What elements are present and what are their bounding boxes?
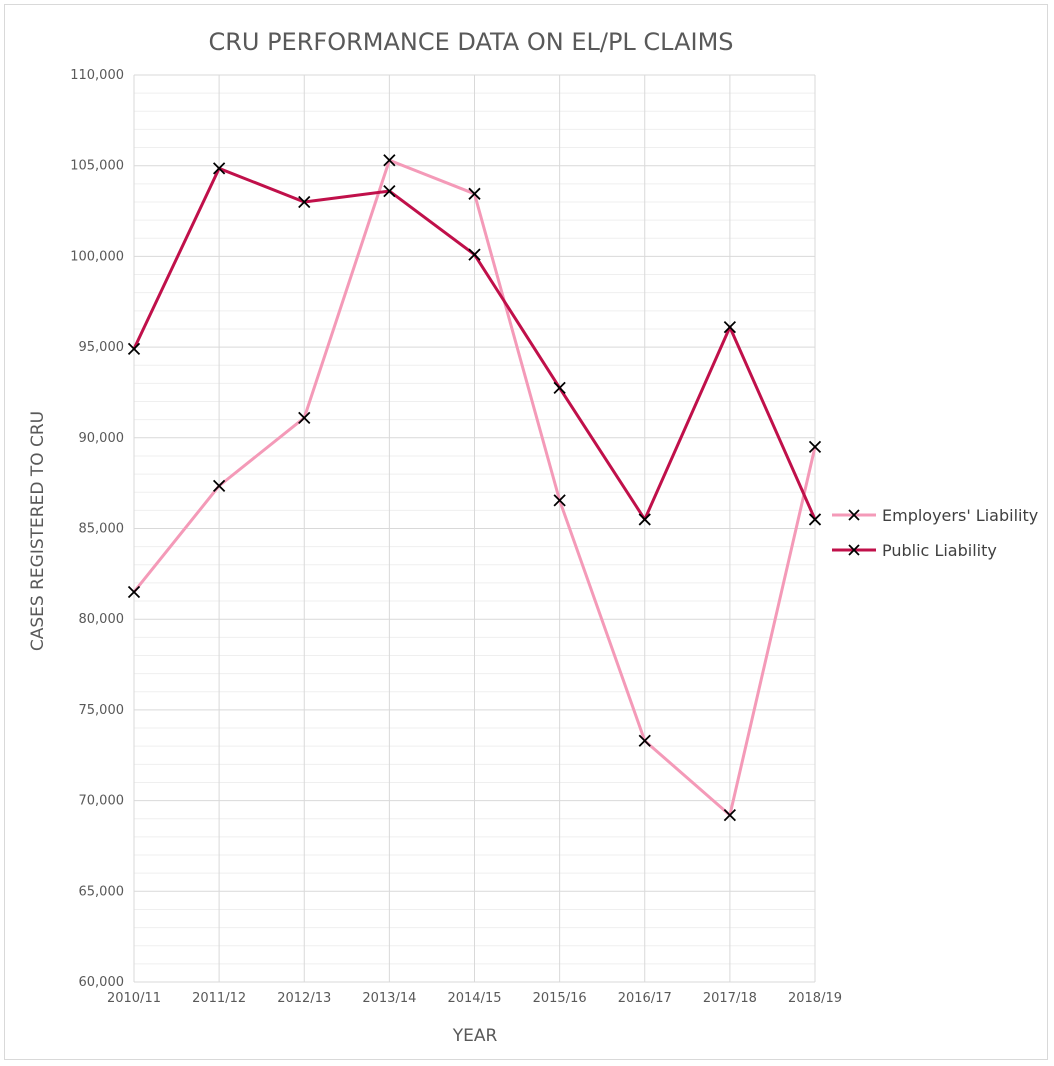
y-tick-label: 75,000 [79, 703, 125, 718]
major-gridlines [133, 74, 816, 983]
data-point-marker [638, 734, 651, 747]
y-tick-label: 65,000 [79, 884, 125, 899]
data-point-marker [127, 342, 141, 356]
x-axis-ticks: 2010/11 2011/12 2012/13 2013/14 2014/15 2015/… [107, 991, 842, 1006]
legend: Employers' Liability Public Liability [832, 506, 1038, 560]
y-axis-title: CASES REGISTERED TO CRU [28, 411, 48, 651]
y-tick-label: 85,000 [79, 522, 125, 537]
x-tick-label: 2013/14 [362, 991, 416, 1006]
y-tick-label: 80,000 [79, 612, 125, 627]
y-tick-label: 70,000 [79, 794, 125, 809]
x-tick-label: 2012/13 [277, 991, 331, 1006]
data-point-marker [638, 513, 651, 526]
marker-stroke [723, 808, 737, 822]
legend-marker [848, 509, 860, 521]
legend-label: Employers' Liability [882, 506, 1038, 525]
y-tick-label: 95,000 [79, 340, 125, 355]
line-chart: CRU PERFORMANCE DATA ON EL/PL CLAIMS 60,… [28, 28, 1038, 1046]
data-point-marker [468, 248, 481, 261]
marker-stroke [212, 162, 226, 175]
x-axis-title: YEAR [452, 1026, 498, 1046]
marker-stroke [553, 494, 566, 507]
marker-stroke [468, 248, 481, 261]
data-point-marker [298, 195, 311, 209]
legend-label: Public Liability [882, 541, 997, 560]
data-point-marker [383, 154, 396, 167]
data-point-marker [553, 381, 566, 395]
x-tick-label: 2014/15 [447, 991, 501, 1006]
marker-stroke [383, 184, 396, 198]
marker-stroke [638, 734, 651, 747]
data-point-marker [127, 585, 141, 599]
marker-stroke [298, 195, 311, 209]
data-point-marker [383, 184, 396, 198]
data-point-marker [723, 321, 737, 334]
data-point-marker [212, 162, 226, 175]
y-tick-label: 90,000 [79, 431, 125, 446]
marker-stroke [808, 440, 822, 454]
x-tick-label: 2015/16 [533, 991, 587, 1006]
y-tick-label: 100,000 [70, 249, 124, 264]
marker-stroke [723, 321, 737, 334]
data-point-marker [808, 440, 822, 454]
legend-marker [848, 544, 860, 556]
chart-title: CRU PERFORMANCE DATA ON EL/PL CLAIMS [208, 28, 733, 56]
data-point-marker [723, 808, 737, 822]
marker-stroke [468, 187, 481, 200]
data-point-marker [468, 187, 481, 200]
y-axis-ticks: 60,000 65,000 70,000 75,000 80,000 85,000 90,0… [70, 68, 124, 990]
data-point-marker [553, 494, 566, 507]
y-tick-label: 110,000 [70, 68, 124, 83]
x-tick-label: 2011/12 [192, 991, 246, 1006]
data-point-marker [298, 411, 311, 424]
data-point-marker [808, 513, 822, 526]
marker-stroke [808, 513, 822, 526]
marker-stroke [212, 479, 226, 493]
y-tick-label: 60,000 [79, 975, 125, 990]
marker-stroke [553, 381, 566, 395]
x-tick-label: 2016/17 [618, 991, 672, 1006]
x-tick-label: 2010/11 [107, 991, 161, 1006]
chart-frame: CRU PERFORMANCE DATA ON EL/PL CLAIMS 60,… [4, 4, 1048, 1060]
marker-stroke [638, 513, 651, 526]
series-layer [127, 154, 822, 822]
marker-stroke [298, 411, 311, 424]
x-tick-label: 2018/19 [788, 991, 842, 1006]
data-point-marker [212, 479, 226, 493]
marker-stroke [127, 342, 141, 356]
y-tick-label: 105,000 [70, 159, 124, 174]
marker-stroke [383, 154, 396, 167]
marker-stroke [127, 585, 141, 599]
x-tick-label: 2017/18 [703, 991, 757, 1006]
